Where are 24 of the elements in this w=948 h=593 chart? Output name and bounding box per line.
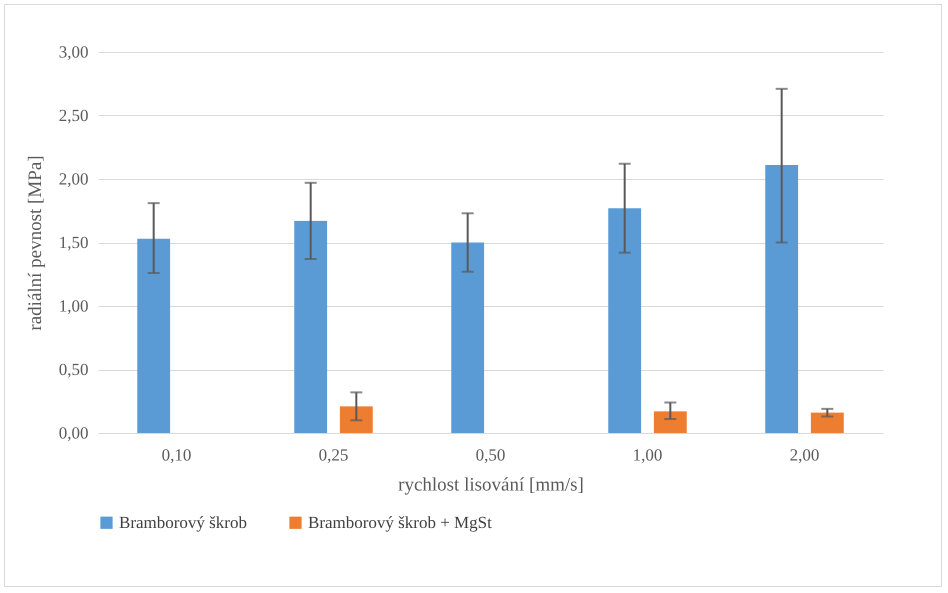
bar <box>340 406 373 433</box>
y-axis-title: radiální pevnost [MPa] <box>24 155 46 331</box>
bar <box>765 165 798 433</box>
legend-label: Bramborový škrob <box>119 512 247 532</box>
x-tick-label: 2,00 <box>790 446 820 464</box>
y-tick-label: 2,50 <box>58 106 88 125</box>
bar <box>810 412 844 433</box>
bar <box>451 242 484 433</box>
y-tick-label: 2,00 <box>58 170 88 188</box>
x-tick-label: 0,25 <box>318 446 348 464</box>
x-tick-label: 1,00 <box>632 446 662 464</box>
legend-label: Bramborový škrob + MgSt <box>308 512 492 532</box>
bar <box>294 220 328 433</box>
x-tick-label: 0,50 <box>476 446 506 464</box>
x-tick-label: 0,10 <box>162 446 192 464</box>
bar <box>608 208 642 433</box>
bar <box>137 238 170 433</box>
y-tick-label: 0,00 <box>58 424 88 442</box>
y-tick-label: 1,50 <box>58 233 88 252</box>
y-tick-label: 3,00 <box>58 42 88 62</box>
x-axis-title: rychlost lisování [mm/s] <box>398 474 584 496</box>
y-tick-label: 0,50 <box>58 360 88 379</box>
bar <box>654 411 687 433</box>
y-tick-label: 1,00 <box>58 296 88 316</box>
